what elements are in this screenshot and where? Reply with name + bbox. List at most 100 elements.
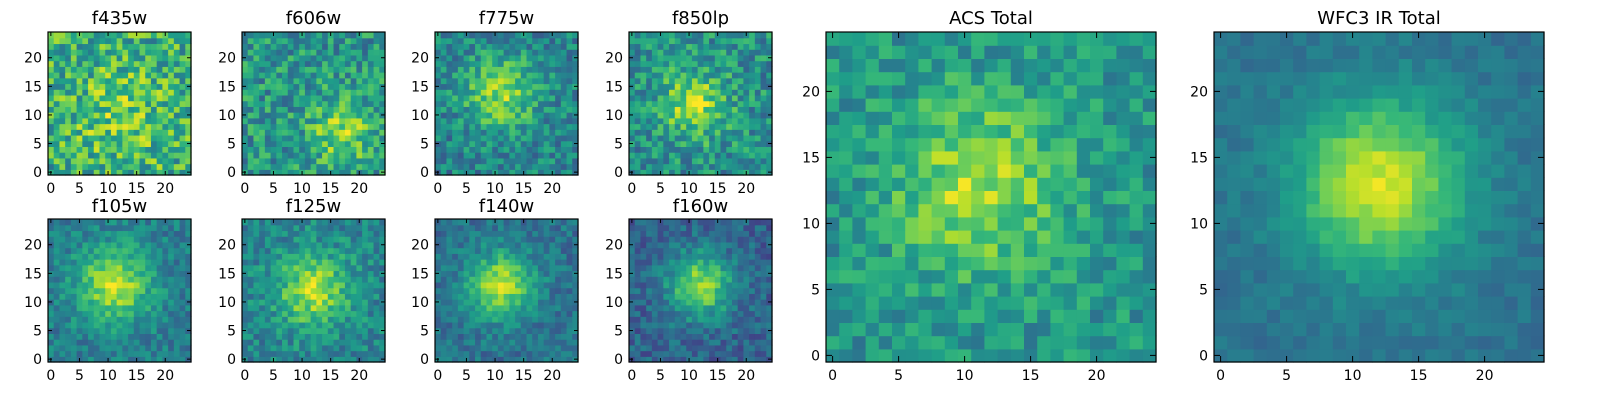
heatmap-cell [698, 61, 704, 67]
heatmap-cell [743, 43, 749, 49]
heatmap-cell [356, 339, 362, 345]
heatmap-cell [111, 118, 117, 124]
heatmap-cell [549, 124, 555, 130]
heatmap-cell [77, 78, 83, 84]
heatmap-cell [48, 311, 54, 317]
heatmap-cell [157, 152, 163, 158]
heatmap-cell [288, 270, 294, 276]
heatmap-cell [675, 345, 681, 351]
heatmap-cell [162, 351, 168, 357]
heatmap-cell [515, 253, 521, 259]
heatmap-cell [288, 95, 294, 101]
heatmap-cell [128, 72, 134, 78]
heatmap-cell [521, 253, 527, 259]
heatmap-cell [675, 146, 681, 152]
heatmap-cell [334, 219, 340, 225]
heatmap-cell [54, 293, 60, 299]
heatmap-cell [174, 316, 180, 322]
heatmap-cell [59, 236, 65, 242]
heatmap-cell [94, 328, 100, 334]
heatmap-cell [486, 38, 492, 44]
heatmap-cell [351, 83, 357, 89]
heatmap-cell [452, 230, 458, 236]
heatmap-cell [561, 158, 567, 164]
heatmap-cell [715, 276, 721, 282]
heatmap-cell [715, 66, 721, 72]
heatmap-cell [544, 299, 550, 305]
heatmap-cell [242, 230, 248, 236]
heatmap-cell [498, 351, 504, 357]
heatmap-cell [475, 95, 481, 101]
heatmap-cell [271, 95, 277, 101]
heatmap-cell [351, 89, 357, 95]
heatmap-cell [515, 230, 521, 236]
heatmap-cell [698, 293, 704, 299]
heatmap-cell [446, 118, 452, 124]
heatmap-cell [71, 158, 77, 164]
heatmap-cell [635, 124, 641, 130]
heatmap-cell [71, 351, 77, 357]
heatmap-cell [469, 83, 475, 89]
heatmap-cell [322, 219, 328, 225]
heatmap-cell [475, 253, 481, 259]
heatmap-cell [721, 72, 727, 78]
heatmap-cell [265, 259, 271, 265]
heatmap-cell [94, 253, 100, 259]
heatmap-cell [122, 322, 128, 328]
heatmap-cell [544, 158, 550, 164]
heatmap-cell [54, 311, 60, 317]
heatmap-cell [311, 333, 317, 339]
heatmap-cell [293, 242, 299, 248]
heatmap-cell [452, 339, 458, 345]
heatmap-cell [669, 83, 675, 89]
heatmap-cell [458, 259, 464, 265]
heatmap-cell [532, 236, 538, 242]
heatmap-cell [509, 141, 515, 147]
heatmap-cell [59, 78, 65, 84]
heatmap-cell [322, 299, 328, 305]
heatmap-cell [82, 129, 88, 135]
heatmap-cell [253, 333, 259, 339]
heatmap-cell [368, 299, 374, 305]
heatmap-cell [157, 225, 163, 231]
heatmap-cell [686, 293, 692, 299]
heatmap-cell [259, 83, 265, 89]
heatmap-cell [715, 72, 721, 78]
heatmap-cell [288, 293, 294, 299]
heatmap-cell [282, 219, 288, 225]
heatmap-cell [151, 288, 157, 294]
heatmap-cell [498, 146, 504, 152]
heatmap-cell [334, 135, 340, 141]
heatmap-cell [669, 293, 675, 299]
heatmap-cell [435, 236, 441, 242]
heatmap-cell [276, 322, 282, 328]
heatmap-cell [88, 78, 94, 84]
heatmap-cell [282, 152, 288, 158]
heatmap-cell [504, 230, 510, 236]
heatmap-cell [111, 236, 117, 242]
heatmap-cell [334, 276, 340, 282]
heatmap-cell [504, 242, 510, 248]
heatmap-cell [743, 118, 749, 124]
heatmap-cell [368, 282, 374, 288]
heatmap-cell [464, 83, 470, 89]
heatmap-cell [305, 339, 311, 345]
heatmap-cell [168, 305, 174, 311]
heatmap-cell [168, 95, 174, 101]
heatmap-cell [293, 78, 299, 84]
heatmap-cell [527, 236, 533, 242]
heatmap-cell [111, 282, 117, 288]
heatmap-cell [271, 242, 277, 248]
heatmap-cell [515, 248, 521, 254]
heatmap-cell [328, 351, 334, 357]
heatmap-cell [242, 282, 248, 288]
heatmap-cell [162, 236, 168, 242]
heatmap-cell [151, 152, 157, 158]
heatmap-cell [561, 345, 567, 351]
heatmap-cell [322, 135, 328, 141]
heatmap-cell [305, 43, 311, 49]
heatmap-cell [698, 146, 704, 152]
heatmap-cell [82, 299, 88, 305]
heatmap-cell [299, 225, 305, 231]
heatmap-cell [446, 83, 452, 89]
